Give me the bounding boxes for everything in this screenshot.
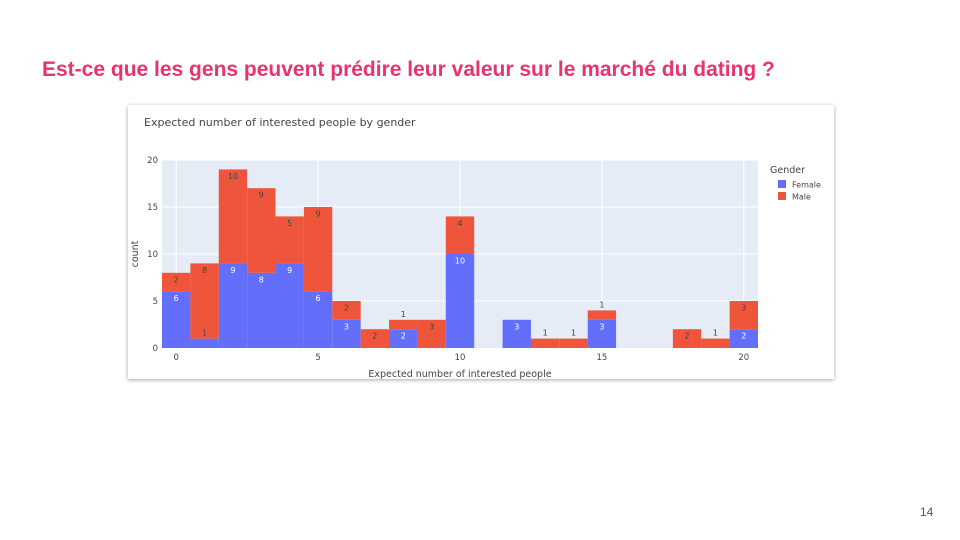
bar-chart: Expected number of interested people by … — [130, 116, 821, 379]
bar-male-7 — [360, 329, 390, 348]
legend-swatch-female — [778, 180, 786, 188]
bar-male-10 — [445, 216, 475, 254]
bar-label-male-10: 4 — [457, 219, 462, 228]
bar-label-male-6: 2 — [344, 304, 349, 313]
bar-female-3 — [247, 272, 276, 348]
bar-male-4 — [275, 216, 304, 264]
legend: Gender Female Male — [770, 165, 821, 202]
bar-female-0 — [162, 291, 191, 348]
x-axis-label: Expected number of interested people — [368, 369, 551, 379]
bar-label-male-5: 9 — [316, 210, 321, 219]
bar-female-10 — [445, 254, 475, 348]
legend-label-male: Male — [792, 193, 811, 202]
bar-female-12 — [502, 319, 531, 348]
bar-female-8 — [389, 329, 418, 348]
bar-male-20 — [729, 301, 758, 330]
bar-male-2 — [218, 169, 248, 264]
bar-label-male-4: 5 — [287, 219, 292, 228]
bar-label-female-4: 9 — [287, 266, 292, 275]
x-tick-label: 5 — [315, 353, 320, 363]
y-tick-label: 10 — [147, 250, 158, 260]
y-tick-label: 0 — [153, 344, 158, 354]
legend-label-female: Female — [792, 181, 821, 190]
x-tick-label: 15 — [596, 353, 607, 363]
bar-label-male-1: 8 — [202, 266, 207, 275]
x-tick-label: 20 — [738, 353, 749, 363]
bar-label-male-8: 1 — [401, 310, 406, 319]
bar-label-male-20: 3 — [741, 304, 746, 313]
legend-swatch-male — [778, 192, 786, 200]
bar-male-13 — [530, 338, 560, 348]
bar-label-male-9: 3 — [429, 322, 434, 331]
bar-male-5 — [303, 207, 333, 292]
bar-male-0 — [162, 272, 191, 292]
bar-female-6 — [332, 319, 361, 348]
bar-labels: 6 1 9 8 9 6 3 2 10 3 3 2 2 8 10 9 5 9 2 2 1 3 4 1 1 1 2 1 3 — [174, 172, 747, 341]
bar-label-female-20: 2 — [741, 332, 746, 341]
y-tick-label: 20 — [147, 156, 158, 166]
bar-male-6 — [332, 301, 361, 320]
bar-label-female-8: 2 — [401, 332, 406, 341]
legend-title: Gender — [770, 165, 805, 176]
bar-label-female-2: 9 — [230, 266, 235, 275]
bar-male-19 — [701, 338, 730, 348]
bar-label-female-5: 6 — [316, 294, 321, 303]
bar-label-male-2: 10 — [228, 172, 238, 181]
bars — [162, 169, 758, 348]
x-tick-label: 10 — [455, 353, 466, 363]
bar-label-female-10: 10 — [455, 257, 465, 266]
bar-label-female-3: 8 — [259, 275, 264, 284]
bar-male-18 — [672, 329, 702, 348]
bar-male-9 — [417, 319, 446, 348]
bar-male-3 — [247, 188, 276, 273]
bar-male-8 — [389, 319, 418, 330]
y-tick-label: 5 — [153, 297, 158, 307]
bar-label-female-15: 3 — [599, 322, 604, 331]
bar-label-female-6: 3 — [344, 322, 349, 331]
chart-title: Expected number of interested people by … — [144, 116, 416, 129]
y-axis-label: count — [130, 240, 141, 267]
bar-male-15 — [587, 310, 617, 320]
bar-label-female-12: 3 — [514, 322, 519, 331]
y-tick-label: 15 — [147, 203, 158, 213]
bar-label-male-13: 1 — [543, 329, 548, 338]
bar-female-4 — [275, 263, 304, 348]
legend-items: Female Male — [778, 180, 821, 202]
bar-label-female-1: 1 — [202, 329, 207, 338]
bar-label-male-3: 9 — [259, 191, 264, 200]
bar-female-15 — [587, 319, 617, 348]
bar-label-male-18: 2 — [685, 332, 690, 341]
bar-label-male-7: 2 — [372, 332, 377, 341]
page-number: 14 — [920, 505, 934, 519]
chart-card: Expected number of interested people by … — [128, 105, 834, 379]
bar-label-male-0: 2 — [174, 275, 179, 284]
bar-label-female-0: 6 — [174, 294, 179, 303]
bar-label-male-14: 1 — [571, 329, 576, 338]
bar-label-male-15: 1 — [599, 300, 604, 309]
bar-female-20 — [729, 329, 758, 348]
slide-title: Est-ce que les gens peuvent prédire leur… — [42, 58, 775, 81]
bar-female-1 — [190, 338, 219, 348]
bar-female-2 — [218, 263, 248, 348]
bar-male-1 — [190, 263, 219, 339]
x-tick-label: 0 — [173, 353, 178, 363]
bar-label-male-19: 1 — [713, 329, 718, 338]
bar-male-14 — [559, 338, 588, 348]
bar-female-5 — [303, 291, 333, 348]
